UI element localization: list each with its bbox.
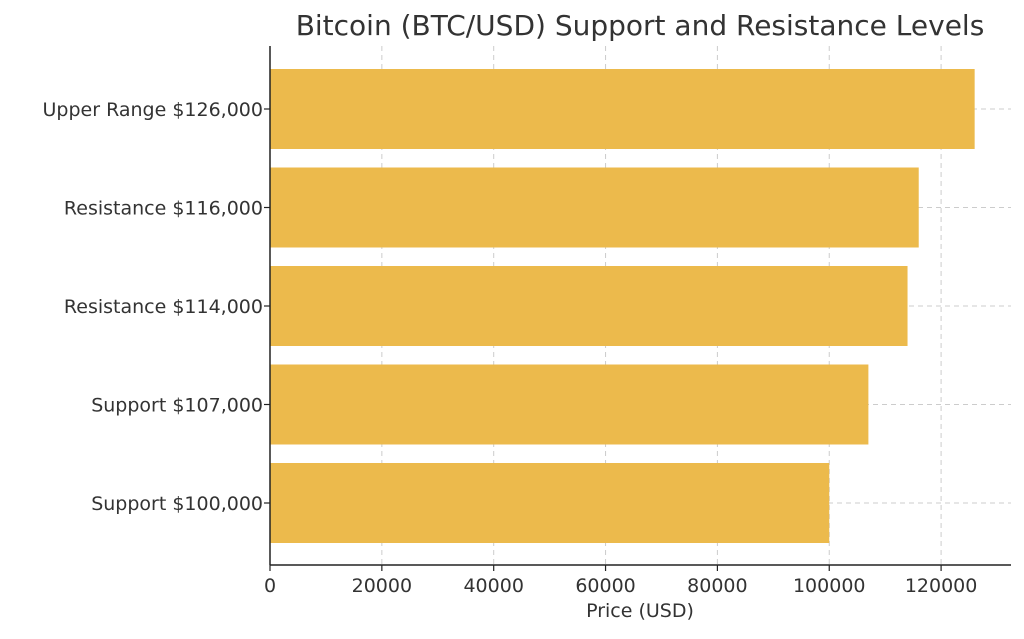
x-tick-label: 0 bbox=[264, 575, 276, 597]
bar bbox=[270, 69, 975, 149]
bar bbox=[270, 266, 908, 346]
bar bbox=[270, 167, 919, 248]
chart-title: Bitcoin (BTC/USD) Support and Resistance… bbox=[296, 9, 985, 42]
bar bbox=[270, 364, 869, 445]
bar bbox=[270, 463, 830, 543]
x-axis-ticks: 0 20000 40000 60000 80000 100000 120000 bbox=[264, 565, 977, 597]
x-tick-label: 60000 bbox=[575, 575, 635, 597]
x-tick-label: 20000 bbox=[352, 575, 412, 597]
category-label: Resistance $114,000 bbox=[64, 296, 263, 318]
x-tick-label: 40000 bbox=[463, 575, 523, 597]
x-tick-label: 100000 bbox=[793, 575, 866, 597]
y-axis-categories: Upper Range $126,000 Resistance $116,000 R… bbox=[43, 99, 270, 515]
category-label: Upper Range $126,000 bbox=[43, 99, 264, 121]
category-label: Resistance $116,000 bbox=[64, 198, 263, 220]
x-tick-label: 120000 bbox=[905, 575, 978, 597]
category-label: Support $107,000 bbox=[91, 395, 263, 417]
x-axis-label: Price (USD) bbox=[586, 600, 694, 622]
category-label: Support $100,000 bbox=[91, 493, 263, 515]
bars bbox=[270, 69, 975, 543]
x-tick-label: 80000 bbox=[687, 575, 747, 597]
